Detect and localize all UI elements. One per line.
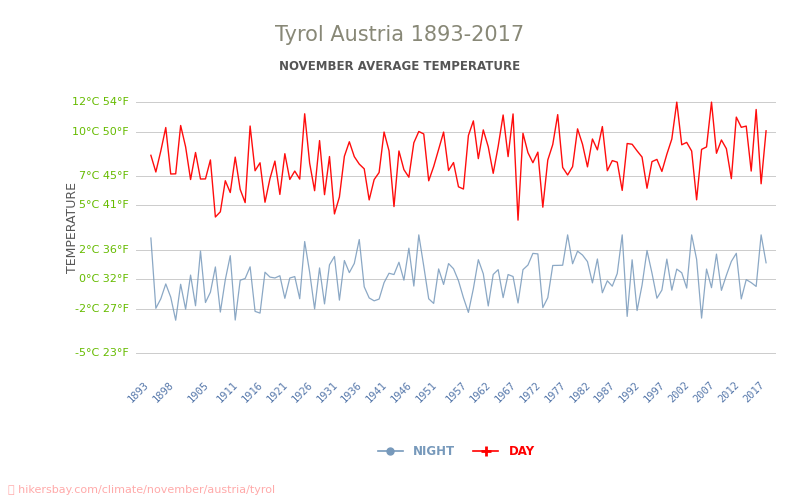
Text: NOVEMBER AVERAGE TEMPERATURE: NOVEMBER AVERAGE TEMPERATURE [279, 60, 521, 73]
Text: 5°C 41°F: 5°C 41°F [79, 200, 129, 210]
Text: -2°C 27°F: -2°C 27°F [75, 304, 129, 314]
Text: 🔴 hikersbay.com/climate/november/austria/tyrol: 🔴 hikersbay.com/climate/november/austria… [8, 485, 275, 495]
Text: 0°C 32°F: 0°C 32°F [79, 274, 129, 284]
Text: Tyrol Austria 1893-2017: Tyrol Austria 1893-2017 [275, 25, 525, 45]
Text: 2°C 36°F: 2°C 36°F [79, 244, 129, 254]
Legend: NIGHT, DAY: NIGHT, DAY [373, 440, 539, 463]
Text: 10°C 50°F: 10°C 50°F [73, 126, 129, 136]
Text: 12°C 54°F: 12°C 54°F [72, 97, 129, 107]
Text: TEMPERATURE: TEMPERATURE [66, 182, 78, 273]
Text: 7°C 45°F: 7°C 45°F [79, 171, 129, 181]
Text: -5°C 23°F: -5°C 23°F [75, 348, 129, 358]
